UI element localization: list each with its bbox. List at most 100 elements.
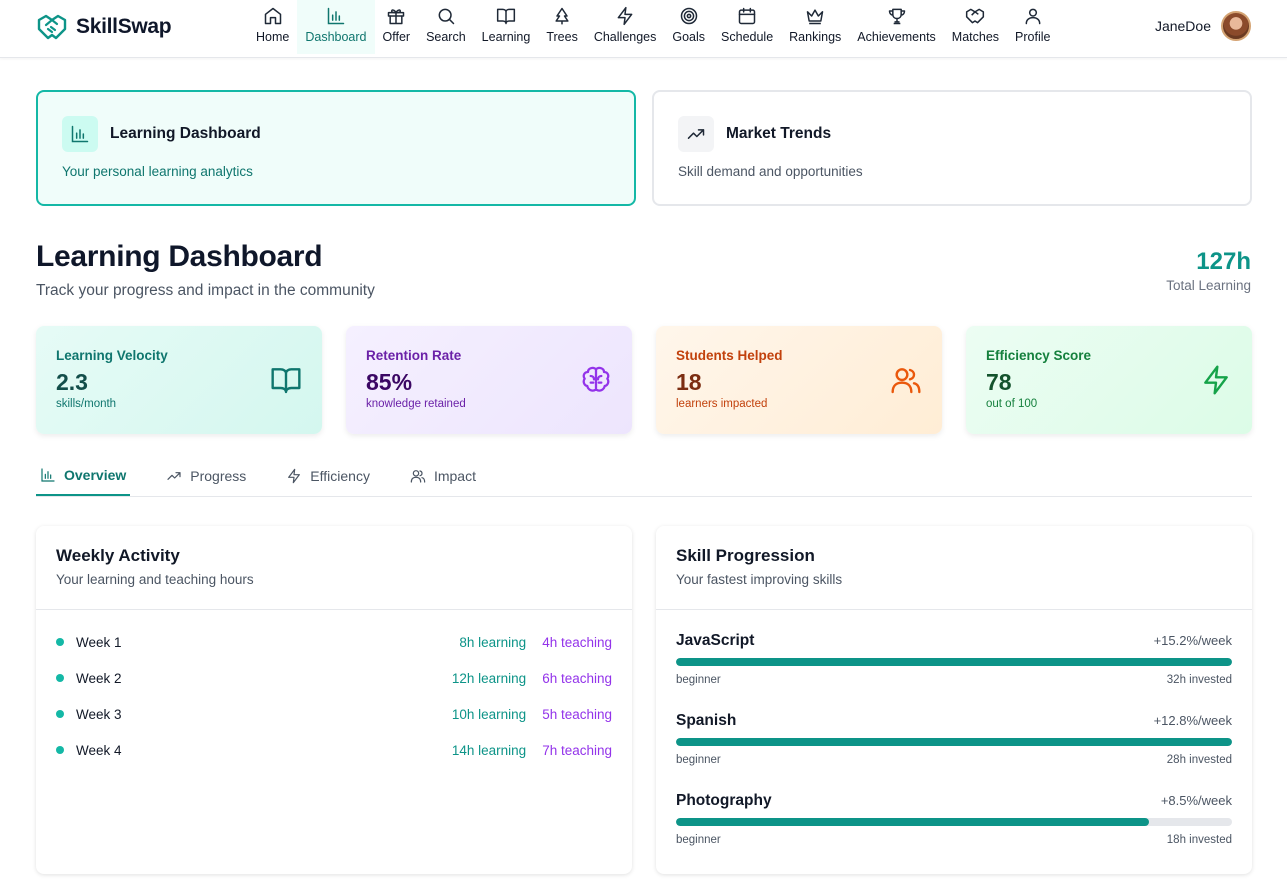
- nav-item-search[interactable]: Search: [418, 0, 474, 54]
- book-open-icon: [271, 368, 301, 394]
- week-label: Week 2: [76, 670, 122, 686]
- panel-title: Skill Progression: [676, 546, 815, 565]
- progress-bar: [676, 738, 1232, 746]
- stat-label: Efficiency Score: [986, 348, 1092, 363]
- nav-item-matches[interactable]: Matches: [944, 0, 1007, 54]
- stat-label: Students Helped: [676, 348, 783, 363]
- nav-item-profile[interactable]: Profile: [1007, 0, 1058, 54]
- skill-hours: 18h invested: [1166, 834, 1232, 846]
- handshake-icon: [966, 8, 985, 24]
- avatar[interactable]: [1221, 11, 1251, 41]
- progress-bar: [676, 658, 1232, 666]
- skill-hours: 28h invested: [1166, 754, 1232, 766]
- nav-item-home[interactable]: Home: [248, 0, 297, 54]
- nav-label: Rankings: [789, 30, 842, 44]
- learning-hours: 8h learning: [459, 634, 527, 650]
- tree-icon: [555, 7, 569, 25]
- zap-icon: [288, 468, 301, 484]
- skill-item: JavaScript +15.2%/week beginner 32h inve…: [676, 620, 1232, 700]
- stat-unit: out of 100: [986, 398, 1038, 410]
- trophy-icon: [888, 8, 905, 25]
- stat-unit: knowledge retained: [366, 398, 466, 410]
- bullet-dot: [56, 746, 64, 754]
- nav-label: Learning: [481, 30, 531, 44]
- skill-progression-panel: Skill Progression Your fastest improving…: [656, 526, 1252, 874]
- skill-item: Photography +8.5%/week beginner 18h inve…: [676, 780, 1232, 860]
- nav-label: Schedule: [721, 30, 774, 44]
- nav-item-achievements[interactable]: Achievements: [849, 0, 944, 54]
- week-label: Week 3: [76, 706, 122, 722]
- skill-item: Spanish +12.8%/week beginner 28h investe…: [676, 700, 1232, 780]
- stat-value: 2.3: [56, 369, 88, 395]
- page-subtitle: Track your progress and impact in the co…: [36, 282, 375, 299]
- nav-item-goals[interactable]: Goals: [664, 0, 713, 54]
- nav-label: Offer: [382, 30, 411, 44]
- app-name: SkillSwap: [76, 15, 172, 38]
- users-icon: [891, 368, 921, 394]
- total-learning: 127h Total Learning: [1166, 248, 1251, 293]
- total-learning-value: 127h: [1196, 248, 1251, 275]
- tab-overview[interactable]: Overview: [36, 456, 131, 496]
- home-icon: [264, 7, 281, 25]
- tab-efficiency[interactable]: Efficiency: [282, 456, 374, 496]
- nav-label: Trees: [546, 30, 578, 44]
- stat-value: 85%: [366, 369, 413, 395]
- card-title: Market Trends: [726, 125, 832, 142]
- zap-icon: [1204, 365, 1228, 395]
- skill-name: Spanish: [676, 712, 737, 729]
- panel-title: Weekly Activity: [56, 546, 180, 565]
- bullet-dot: [56, 638, 64, 646]
- username: JaneDoe: [1154, 18, 1211, 34]
- nav-item-offer[interactable]: Offer: [375, 0, 419, 54]
- skill-level: beginner: [676, 754, 721, 766]
- main-nav: Home Dashboard Offer Search Learning Tre…: [248, 0, 1058, 54]
- weekly-activity-panel: Weekly Activity Your learning and teachi…: [36, 526, 632, 874]
- card-subtitle: Skill demand and opportunities: [678, 164, 863, 179]
- stat-card-students-helped: Students Helped 18 learners impacted: [656, 326, 942, 434]
- nav-item-dashboard[interactable]: Dashboard: [297, 0, 375, 54]
- stat-value: 18: [676, 369, 702, 395]
- list-item: Week 4 14h learning 7h teaching: [56, 732, 612, 768]
- nav-item-trees[interactable]: Trees: [538, 0, 586, 54]
- learning-dashboard-card[interactable]: Learning Dashboard Your personal learnin…: [36, 90, 636, 206]
- nav-label: Home: [256, 30, 290, 44]
- learning-hours: 10h learning: [451, 706, 527, 722]
- skill-rate: +8.5%/week: [1160, 793, 1232, 808]
- teaching-hours: 6h teaching: [542, 670, 612, 686]
- progress-fill: [676, 818, 1149, 826]
- nav-label: Matches: [951, 30, 1000, 44]
- tab-label: Progress: [190, 468, 247, 484]
- weekly-list: Week 1 8h learning 4h teaching Week 2 12…: [36, 610, 632, 782]
- bullet-dot: [56, 674, 64, 682]
- progress-bar: [676, 818, 1232, 826]
- stat-card-learning-velocity: Learning Velocity 2.3 skills/month: [36, 326, 322, 434]
- nav-item-rankings[interactable]: Rankings: [781, 0, 849, 54]
- app-logo[interactable]: SkillSwap: [36, 11, 172, 43]
- stat-card-retention-rate: Retention Rate 85% knowledge retained: [346, 326, 632, 434]
- panel-subtitle: Your fastest improving skills: [676, 572, 843, 587]
- page-title: Learning Dashboard: [36, 240, 323, 273]
- teaching-hours: 7h teaching: [542, 742, 612, 758]
- stat-card-efficiency-score: Efficiency Score 78 out of 100: [966, 326, 1252, 434]
- trending-up-icon: [167, 472, 181, 480]
- total-learning-label: Total Learning: [1166, 278, 1251, 293]
- user-icon: [1025, 8, 1041, 25]
- week-label: Week 4: [76, 742, 122, 758]
- market-trends-card[interactable]: Market Trends Skill demand and opportuni…: [652, 90, 1252, 206]
- skill-list: JavaScript +15.2%/week beginner 32h inve…: [656, 610, 1252, 870]
- nav-item-schedule[interactable]: Schedule: [713, 0, 781, 54]
- bar-chart-icon: [62, 116, 98, 152]
- teaching-hours: 5h teaching: [542, 706, 612, 722]
- nav-label: Search: [426, 30, 466, 44]
- tab-impact[interactable]: Impact: [406, 456, 480, 496]
- nav-label: Challenges: [593, 30, 657, 44]
- tab-progress[interactable]: Progress: [162, 456, 250, 496]
- week-label: Week 1: [76, 634, 122, 650]
- target-icon: [680, 7, 697, 25]
- nav-item-learning[interactable]: Learning: [474, 0, 539, 54]
- user-menu[interactable]: JaneDoe: [1155, 11, 1251, 41]
- skill-rate: +12.8%/week: [1153, 713, 1232, 728]
- skill-name: JavaScript: [676, 632, 755, 649]
- nav-item-challenges[interactable]: Challenges: [586, 0, 665, 54]
- nav-label: Dashboard: [305, 30, 367, 44]
